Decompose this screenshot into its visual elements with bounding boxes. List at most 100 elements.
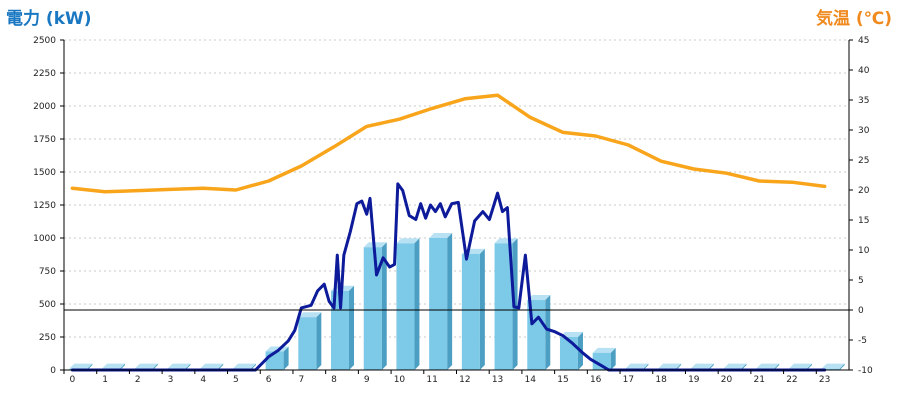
x-tick-label: 20 [721,375,733,385]
left-tick-label: 1000 [33,234,56,244]
x-tick-label: 16 [590,375,602,385]
power-bar-top [723,363,747,369]
x-tick-label: 19 [688,375,700,385]
power-bar-top [102,363,126,369]
power-bar-side [152,363,158,370]
power-bars [69,233,845,370]
x-tick-label: 5 [233,375,239,385]
power-bar-side [414,238,420,370]
x-tick-label: 15 [557,375,568,385]
power-bar-top [559,332,583,337]
power-bar-top [756,363,780,369]
left-tick-label: 1250 [33,201,56,211]
power-bar-front [461,253,480,370]
x-tick-label: 21 [754,375,765,385]
x-tick-label: 6 [266,375,272,385]
power-bar-side [87,363,93,370]
x-tick-label: 4 [200,375,206,385]
power-bar-top [788,363,812,369]
right-tick-label: 25 [858,156,869,166]
power-bar-side [676,363,682,370]
power-bar-front [429,238,448,370]
left-tick-label: 2000 [33,102,56,112]
right-tick-label: 15 [858,216,869,226]
power-bar [821,363,845,370]
power-bar-front [821,368,840,370]
left-tick-label: 250 [39,333,56,343]
power-line [70,182,827,372]
left-tick-label: 2250 [33,69,56,79]
power-bar-side [250,363,256,370]
power-bar [429,233,453,370]
power-bar [298,312,322,370]
tick-labels: 02505007501000125015001750200022502500-1… [33,36,873,385]
power-bar [396,238,420,370]
axes [60,39,853,374]
power-bar-front [363,247,382,370]
power-bar-top [167,363,191,369]
x-tick-label: 10 [394,375,406,385]
power-bar-top [429,233,453,238]
right-tick-label: 20 [858,186,870,196]
x-tick-label: 9 [364,375,370,385]
power-bar-side [643,363,649,370]
left-tick-label: 1500 [33,168,56,178]
power-bar-top [658,363,682,369]
x-tick-label: 17 [623,375,634,385]
left-tick-label: 2500 [33,36,56,46]
x-tick-label: 0 [69,375,75,385]
power-bar-front [592,352,611,370]
power-bar-front [396,243,415,370]
power-bar [527,295,551,370]
right-tick-label: 0 [858,306,864,316]
power-bar-top [134,363,158,369]
x-tick-label: 8 [331,375,337,385]
x-tick-label: 12 [459,375,470,385]
temperature-line [70,93,827,194]
x-tick-label: 2 [135,375,141,385]
x-tick-label: 18 [655,375,667,385]
x-tick-label: 13 [492,375,503,385]
left-tick-label: 750 [39,267,56,277]
power-bar-top [592,347,616,353]
power-bar-side [283,346,289,370]
power-bar-side [774,363,780,370]
x-tick-label: 7 [298,375,304,385]
x-tick-label: 22 [786,375,797,385]
power-bar-top [690,363,714,369]
power-bar-top [527,295,551,301]
power-bar-side [185,363,191,370]
x-tick-label: 3 [168,375,174,385]
power-bar-side [447,233,453,370]
power-bar-side [708,363,714,370]
power-bar-top [232,363,256,369]
power-bar [592,347,616,370]
x-tick-label: 1 [102,375,108,385]
power-bar-side [316,312,322,370]
power-bar-front [494,243,513,370]
power-bar-side [479,248,485,370]
right-tick-label: 5 [858,276,864,286]
right-tick-label: 35 [858,96,869,106]
grid-lines [64,39,849,338]
power-bar-top [69,363,93,369]
power-bar-side [806,363,812,370]
right-tick-label: -5 [858,336,867,346]
power-bar-side [120,363,126,370]
power-bar-top [200,363,224,369]
power-bar [363,242,387,370]
right-tick-label: -10 [858,366,873,376]
right-tick-label: 45 [858,36,869,46]
power-bar-side [349,285,355,370]
left-axis-title: 電力 (kW) [6,9,92,29]
power-bar-side [839,363,845,370]
x-tick-label: 14 [525,375,537,385]
right-tick-label: 40 [858,66,870,76]
left-tick-label: 500 [39,300,56,310]
power-bar-top [396,238,420,244]
right-tick-label: 30 [858,126,870,136]
left-tick-label: 1750 [33,135,56,145]
right-axis-title: 気温 (℃) [815,9,892,29]
power-bar-top [625,363,649,369]
